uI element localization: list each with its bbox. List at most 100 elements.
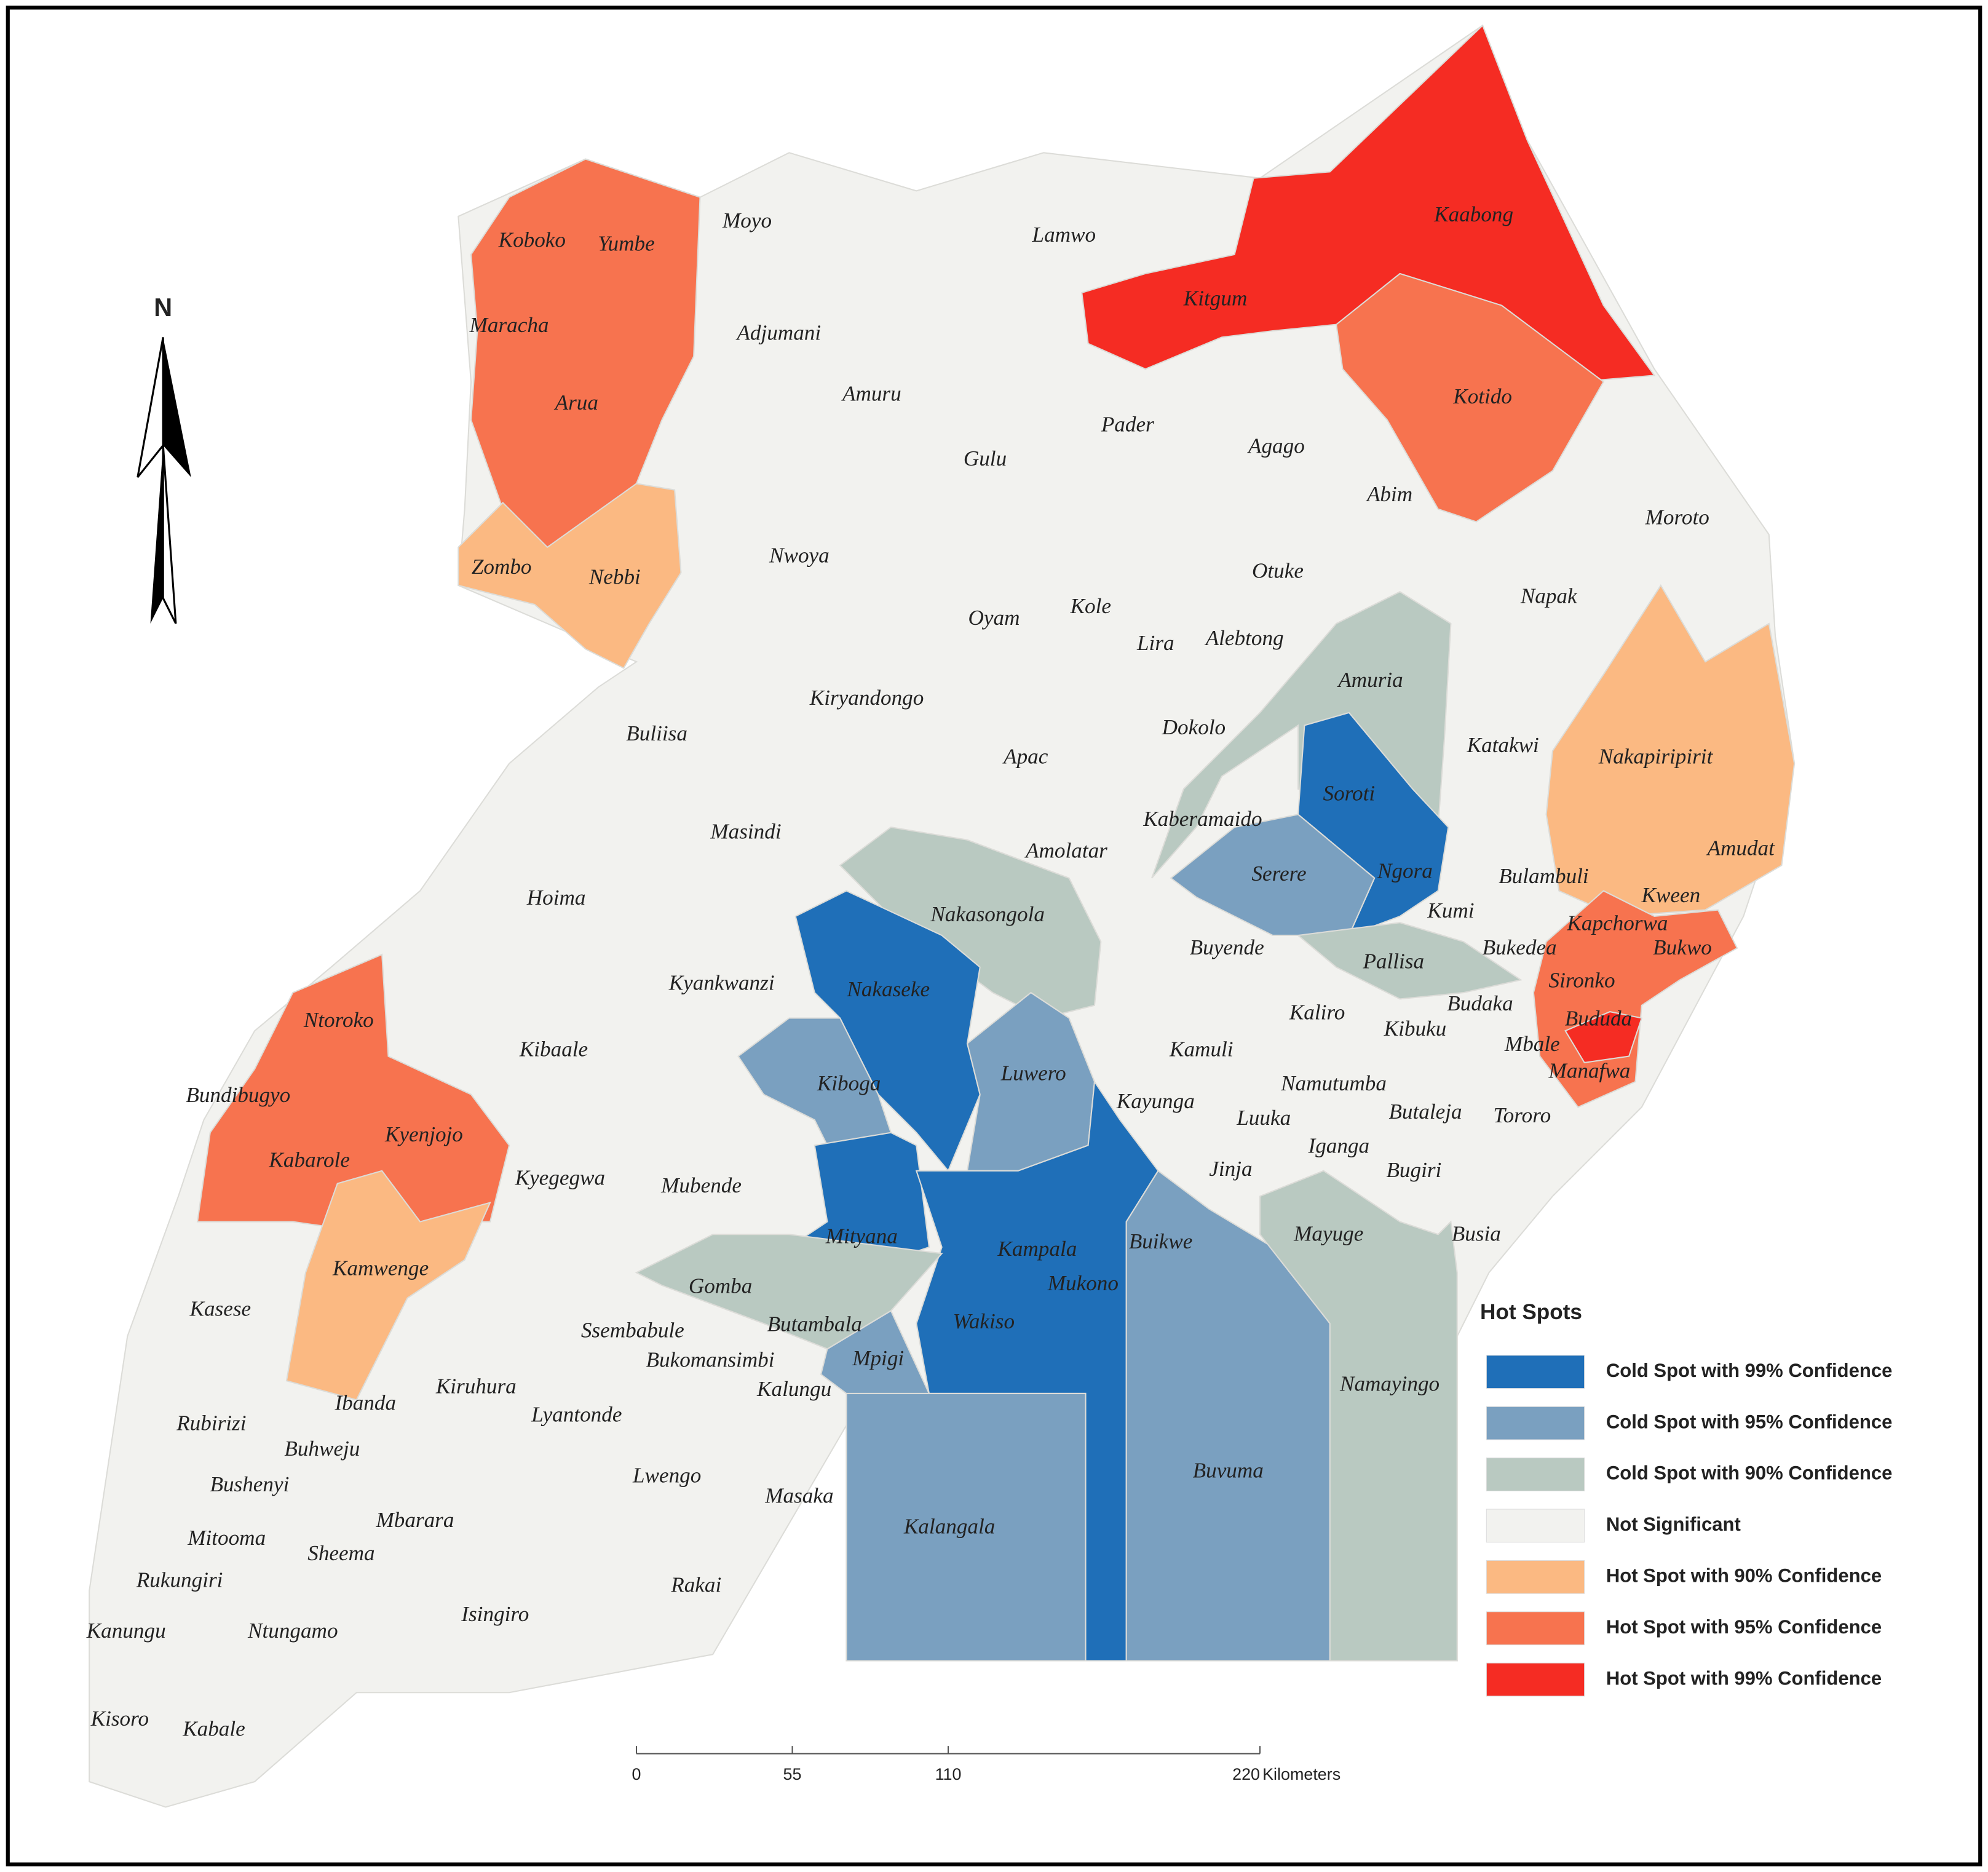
north-label: N <box>154 293 172 322</box>
district-label: Namayingo <box>1339 1372 1440 1396</box>
district-label: Butaleja <box>1388 1100 1462 1124</box>
district-label: Soroti <box>1323 781 1376 805</box>
district-label: Nwoya <box>769 543 830 567</box>
district-label: Buyende <box>1190 935 1264 959</box>
district-label: Kiboga <box>817 1071 881 1095</box>
district-label: Pallisa <box>1362 950 1424 974</box>
legend: Hot Spots Cold Spot with 99% Confidence C… <box>1480 1300 1892 1697</box>
district-label: Butambala <box>767 1312 862 1336</box>
district-label: Kampala <box>997 1237 1077 1261</box>
district-label: Agago <box>1247 434 1305 458</box>
district-label: Amuria <box>1337 668 1403 692</box>
district-label: Pader <box>1101 412 1154 436</box>
district-label: Bundibugyo <box>186 1083 290 1107</box>
district-label: Manafwa <box>1548 1059 1631 1083</box>
district-label: Kotido <box>1452 384 1512 408</box>
district-label: Buhweju <box>284 1437 360 1461</box>
regions <box>89 24 1796 1808</box>
district-label: Adjumani <box>735 320 821 344</box>
district-label: Nakaseke <box>846 977 930 1001</box>
district-label: Ntoroko <box>303 1008 374 1032</box>
scale-tick-label: 55 <box>783 1765 802 1783</box>
district-label: Hoima <box>526 886 586 910</box>
district-label: Kapchorwa <box>1566 911 1668 935</box>
district-region <box>457 483 682 669</box>
district-label: Amudat <box>1706 836 1776 860</box>
district-label: Gulu <box>964 446 1007 470</box>
district-label: Nebbi <box>588 565 641 589</box>
district-label: Serere <box>1251 862 1306 886</box>
legend-swatch <box>1486 1611 1585 1646</box>
legend-label: Cold Spot with 95% Confidence <box>1606 1411 1892 1432</box>
district-label: Alebtong <box>1205 626 1284 650</box>
district-labels: Koboko Yumbe Moyo Lamwo Kaabong Maracha Adjuma… <box>86 202 1775 1741</box>
district-label: Kaberamaido <box>1143 807 1262 831</box>
district-label: Lyantonde <box>531 1402 622 1426</box>
district-label: Amuru <box>841 382 901 406</box>
district-label: Kayunga <box>1116 1089 1195 1113</box>
district-label: Kitgum <box>1183 286 1248 310</box>
district-label: Kyegegwa <box>515 1165 605 1189</box>
district-label: Kalungu <box>756 1377 831 1401</box>
district-label: Buvuma <box>1193 1458 1264 1482</box>
district-region <box>285 1170 491 1401</box>
district-region <box>794 890 981 1172</box>
district-region <box>845 1392 1087 1662</box>
district-label: Sheema <box>307 1541 374 1565</box>
legend-label: Cold Spot with 90% Confidence <box>1606 1462 1892 1484</box>
district-label: Kyenjojo <box>384 1122 463 1146</box>
district-label: Luwero <box>1000 1061 1066 1085</box>
district-label: Ssembabule <box>581 1319 684 1343</box>
district-label: Kaliro <box>1289 1000 1345 1024</box>
district-region <box>635 1234 943 1350</box>
district-label: Luuka <box>1236 1106 1291 1130</box>
district-label: Kiryandongo <box>809 686 924 710</box>
district-label: Ngora <box>1377 859 1433 883</box>
district-label: Kasese <box>189 1296 251 1320</box>
district-label: Kibuku <box>1384 1017 1447 1041</box>
district-label: Rukungiri <box>136 1568 223 1592</box>
district-label: Moroto <box>1645 505 1709 529</box>
district-region <box>1259 1170 1458 1662</box>
scale-tick-label: 0 <box>632 1765 641 1783</box>
scale-tick-label: 220 <box>1232 1765 1260 1783</box>
district-label: Bulambuli <box>1499 864 1588 888</box>
legend-swatch <box>1486 1662 1585 1697</box>
legend-label: Hot Spot with 99% Confidence <box>1606 1667 1882 1689</box>
legend-swatch <box>1486 1509 1585 1543</box>
district-label: Kabarole <box>268 1148 350 1172</box>
district-label: Isingiro <box>461 1602 529 1626</box>
district-label: Yumbe <box>598 231 654 255</box>
district-label: Sironko <box>1549 969 1615 993</box>
district-label: Apac <box>1002 744 1048 768</box>
district-label: Kyankwanzi <box>668 971 775 995</box>
district-label: Ntungamo <box>247 1619 338 1643</box>
district-label: Namutumba <box>1280 1071 1387 1095</box>
legend-label: Hot Spot with 90% Confidence <box>1606 1565 1882 1587</box>
district-label: Bududa <box>1565 1007 1632 1031</box>
legend-label: Cold Spot with 99% Confidence <box>1606 1360 1892 1381</box>
legend-swatch <box>1486 1560 1585 1594</box>
district-label: Kumi <box>1427 898 1474 922</box>
scale-tick-label: 110 <box>935 1765 962 1783</box>
district-label: Oyam <box>968 606 1020 630</box>
district-label: Rubirizi <box>176 1411 246 1435</box>
district-label: Kiruhura <box>435 1374 517 1398</box>
district-label: Bukedea <box>1483 935 1557 959</box>
district-label: Budaka <box>1447 991 1513 1015</box>
district-label: Zombo <box>472 555 532 579</box>
district-region <box>1081 24 1656 383</box>
district-label: Lamwo <box>1032 223 1096 247</box>
district-region <box>1545 584 1796 917</box>
district-label: Masindi <box>710 819 781 843</box>
district-label: Kabale <box>182 1716 245 1740</box>
district-label: Bukomansimbi <box>646 1347 775 1371</box>
district-label: Maracha <box>469 313 549 337</box>
district-label: Bugiri <box>1386 1158 1441 1182</box>
district-label: Mubende <box>660 1173 742 1197</box>
district-label: Bukwo <box>1653 935 1712 959</box>
legend-title: Hot Spots <box>1480 1300 1582 1324</box>
district-label: Lwengo <box>632 1464 701 1488</box>
district-label: Busia <box>1452 1221 1501 1245</box>
district-label: Napak <box>1520 584 1578 608</box>
